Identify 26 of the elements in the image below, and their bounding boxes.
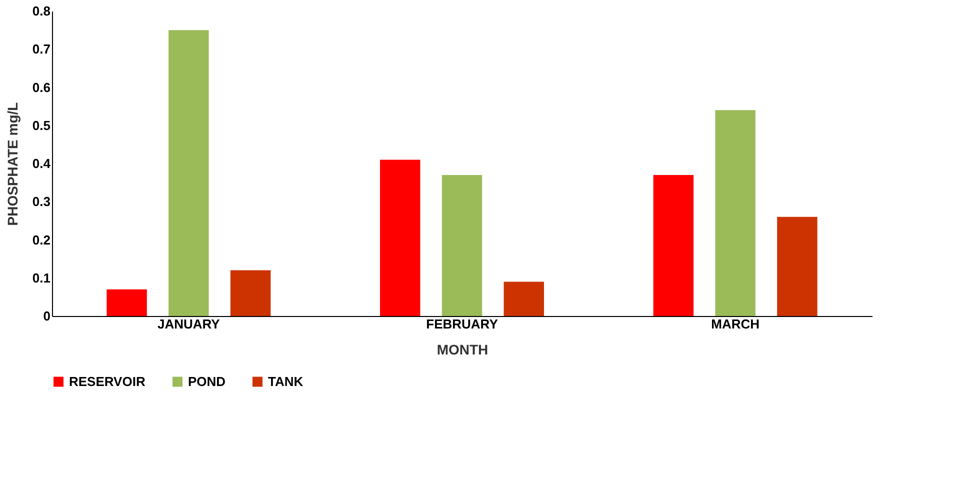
bar — [380, 160, 420, 316]
bar — [168, 30, 209, 316]
y-tick-label: 0.4 — [32, 156, 52, 171]
y-tick-label: 0.2 — [32, 232, 50, 248]
legend-label: RESERVOIR — [69, 374, 146, 389]
bar — [504, 282, 544, 316]
y-tick-label: 0.3 — [32, 194, 50, 210]
y-tick-label: 0.6 — [32, 80, 50, 95]
y-tick-label: 0.7 — [32, 42, 50, 57]
legend-label: TANK — [268, 374, 304, 389]
bar — [442, 174, 482, 316]
x-tick-label: JANUARY — [157, 316, 220, 332]
x-tick-label: MARCH — [711, 316, 760, 332]
y-tick-label: 0 — [43, 308, 50, 324]
y-tick-label: 0.5 — [32, 118, 50, 133]
legend-label: POND — [188, 374, 226, 389]
bar — [653, 174, 694, 316]
bar — [106, 289, 147, 316]
y-axis-title: PHOSPHATE mg/L — [4, 102, 20, 226]
bar — [715, 110, 756, 316]
y-tick-label: 0.8 — [32, 4, 50, 18]
bar — [230, 270, 271, 316]
y-tick-label: 0.1 — [32, 270, 50, 286]
x-axis-title: MONTH — [436, 342, 488, 358]
x-tick-label: FEBRUARY — [426, 316, 498, 332]
bar — [777, 216, 818, 316]
